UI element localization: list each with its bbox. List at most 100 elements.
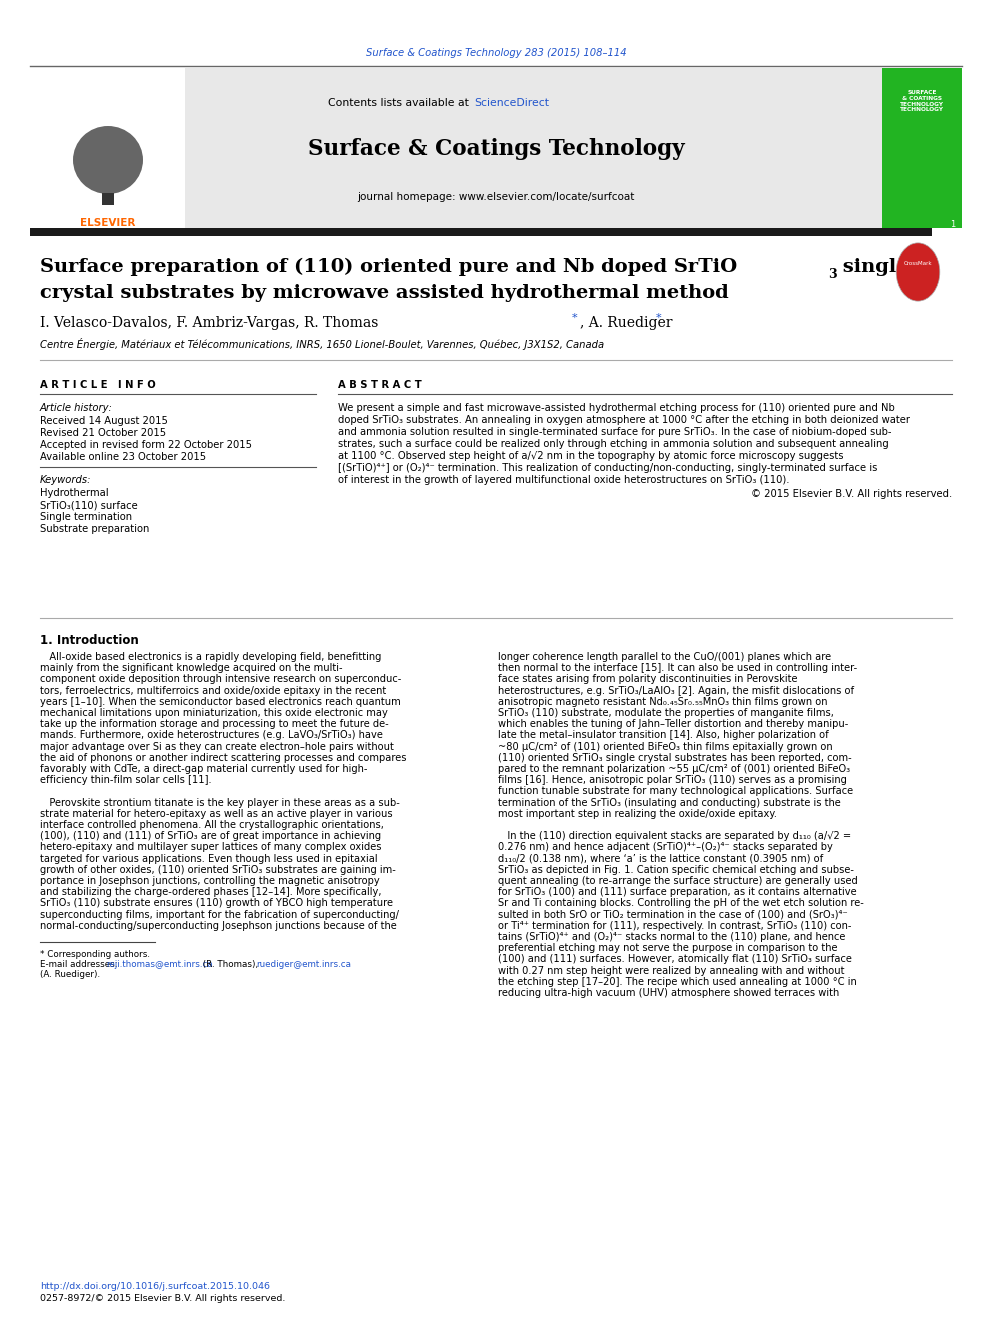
Text: the etching step [17–20]. The recipe which used annealing at 1000 °C in: the etching step [17–20]. The recipe whi… — [498, 976, 857, 987]
Text: major advantage over Si as they can create electron–hole pairs without: major advantage over Si as they can crea… — [40, 742, 394, 751]
Text: films [16]. Hence, anisotropic polar SrTiO₃ (110) serves as a promising: films [16]. Hence, anisotropic polar SrT… — [498, 775, 847, 785]
Ellipse shape — [73, 126, 143, 194]
Text: tors, ferroelectrics, multiferroics and oxide/oxide epitaxy in the recent: tors, ferroelectrics, multiferroics and … — [40, 685, 386, 696]
Text: Surface & Coatings Technology: Surface & Coatings Technology — [308, 138, 684, 160]
Text: mands. Furthermore, oxide heterostructures (e.g. LaVO₃/SrTiO₃) have: mands. Furthermore, oxide heterostructur… — [40, 730, 383, 741]
Text: A B S T R A C T: A B S T R A C T — [338, 380, 422, 390]
Text: Substrate preparation: Substrate preparation — [40, 524, 150, 534]
Text: function tunable substrate for many technological applications. Surface: function tunable substrate for many tech… — [498, 786, 853, 796]
Text: Accepted in revised form 22 October 2015: Accepted in revised form 22 October 2015 — [40, 441, 252, 450]
Text: mechanical limitations upon miniaturization, this oxide electronic may: mechanical limitations upon miniaturizat… — [40, 708, 388, 718]
Text: ELSEVIER: ELSEVIER — [80, 218, 136, 228]
Text: SrTiO₃(110) surface: SrTiO₃(110) surface — [40, 500, 138, 509]
Text: All-oxide based electronics is a rapidly developing field, benefitting: All-oxide based electronics is a rapidly… — [40, 652, 381, 662]
Text: tains (SrTiO)⁴⁺ and (O₂)⁴⁻ stacks normal to the (110) plane, and hence: tains (SrTiO)⁴⁺ and (O₂)⁴⁻ stacks normal… — [498, 931, 845, 942]
Text: of interest in the growth of layered multifunctional oxide heterostructures on S: of interest in the growth of layered mul… — [338, 475, 790, 486]
Text: I. Velasco-Davalos, F. Ambriz-Vargas, R. Thomas: I. Velasco-Davalos, F. Ambriz-Vargas, R.… — [40, 316, 383, 329]
Text: (100), (110) and (111) of SrTiO₃ are of great importance in achieving: (100), (110) and (111) of SrTiO₃ are of … — [40, 831, 381, 841]
Text: *: * — [572, 314, 577, 323]
Text: anisotropic magneto resistant Nd₀.₄₅Sr₀.₅₅MnO₃ thin films grown on: anisotropic magneto resistant Nd₀.₄₅Sr₀.… — [498, 697, 827, 706]
Text: face states arising from polarity discontinuities in Perovskite: face states arising from polarity discon… — [498, 675, 798, 684]
Text: (100) and (111) surfaces. However, atomically flat (110) SrTiO₃ surface: (100) and (111) surfaces. However, atomi… — [498, 954, 852, 964]
Text: component oxide deposition through intensive research on superconduc-: component oxide deposition through inten… — [40, 675, 402, 684]
Text: preferential etching may not serve the purpose in comparison to the: preferential etching may not serve the p… — [498, 943, 837, 953]
Text: , A. Ruediger: , A. Ruediger — [580, 316, 677, 329]
Text: at 1100 °C. Observed step height of a/√2 nm in the topography by atomic force mi: at 1100 °C. Observed step height of a/√2… — [338, 451, 843, 460]
Text: pared to the remnant polarization ~55 μC/cm² of (001) oriented BiFeO₃: pared to the remnant polarization ~55 μC… — [498, 763, 850, 774]
Text: for SrTiO₃ (100) and (111) surface preparation, as it contains alternative: for SrTiO₃ (100) and (111) surface prepa… — [498, 888, 857, 897]
Text: termination of the SrTiO₃ (insulating and conducting) substrate is the: termination of the SrTiO₃ (insulating an… — [498, 798, 841, 807]
Text: 3: 3 — [828, 269, 836, 280]
Text: sulted in both SrO or TiO₂ termination in the case of (100) and (SrO₃)⁴⁻: sulted in both SrO or TiO₂ termination i… — [498, 910, 848, 919]
Text: doped SrTiO₃ substrates. An annealing in oxygen atmosphere at 1000 °C after the : doped SrTiO₃ substrates. An annealing in… — [338, 415, 910, 425]
Text: interface controlled phenomena. All the crystallographic orientations,: interface controlled phenomena. All the … — [40, 820, 384, 830]
Text: the aid of phonons or another indirect scattering processes and compares: the aid of phonons or another indirect s… — [40, 753, 407, 763]
Text: portance in Josephson junctions, controlling the magnetic anisotropy: portance in Josephson junctions, control… — [40, 876, 380, 886]
Text: and ammonia solution resulted in single-terminated surface for pure SrTiO₃. In t: and ammonia solution resulted in single-… — [338, 427, 892, 437]
Text: 0.276 nm) and hence adjacent (SrTiO)⁴⁺–(O₂)⁴⁻ stacks separated by: 0.276 nm) and hence adjacent (SrTiO)⁴⁺–(… — [498, 843, 833, 852]
Text: 1: 1 — [949, 220, 955, 229]
Circle shape — [896, 243, 939, 302]
Text: take up the information storage and processing to meet the future de-: take up the information storage and proc… — [40, 720, 389, 729]
Text: crystal substrates by microwave assisted hydrothermal method: crystal substrates by microwave assisted… — [40, 284, 729, 302]
Text: hetero-epitaxy and multilayer super lattices of many complex oxides: hetero-epitaxy and multilayer super latt… — [40, 843, 382, 852]
Text: longer coherence length parallel to the CuO/(001) planes which are: longer coherence length parallel to the … — [498, 652, 831, 662]
Text: strate material for hetero-epitaxy as well as an active player in various: strate material for hetero-epitaxy as we… — [40, 808, 393, 819]
Text: normal-conducting/superconducting Josephson junctions because of the: normal-conducting/superconducting Joseph… — [40, 921, 397, 931]
Text: SrTiO₃ as depicted in Fig. 1. Cation specific chemical etching and subse-: SrTiO₃ as depicted in Fig. 1. Cation spe… — [498, 865, 854, 875]
Text: * Corresponding authors.: * Corresponding authors. — [40, 950, 150, 959]
Text: Hydrothermal: Hydrothermal — [40, 488, 109, 497]
Text: 1. Introduction: 1. Introduction — [40, 634, 139, 647]
Text: which enables the tuning of Jahn–Teller distortion and thereby manipu-: which enables the tuning of Jahn–Teller … — [498, 720, 848, 729]
Text: Revised 21 October 2015: Revised 21 October 2015 — [40, 429, 166, 438]
Text: E-mail addresses:: E-mail addresses: — [40, 960, 120, 968]
Text: favorably with CdTe, a direct-gap material currently used for high-: favorably with CdTe, a direct-gap materi… — [40, 763, 367, 774]
Text: 0257-8972/© 2015 Elsevier B.V. All rights reserved.: 0257-8972/© 2015 Elsevier B.V. All right… — [40, 1294, 286, 1303]
Text: [(SrTiO)⁴⁺] or (O₂)⁴⁻ termination. This realization of conducting/non-conducting: [(SrTiO)⁴⁺] or (O₂)⁴⁻ termination. This … — [338, 463, 877, 474]
Text: and stabilizing the charge-ordered phases [12–14]. More specifically,: and stabilizing the charge-ordered phase… — [40, 888, 382, 897]
Bar — [882, 67, 962, 228]
Bar — [30, 67, 185, 228]
Text: In the (110) direction equivalent stacks are separated by d₁₁₀ (a/√2 =: In the (110) direction equivalent stacks… — [498, 831, 851, 841]
Text: SrTiO₃ (110) substrate, modulate the properties of manganite films,: SrTiO₃ (110) substrate, modulate the pro… — [498, 708, 834, 718]
Text: Received 14 August 2015: Received 14 August 2015 — [40, 415, 168, 426]
Text: or Ti⁴⁺ termination for (111), respectively. In contrast, SrTiO₃ (110) con-: or Ti⁴⁺ termination for (111), respectiv… — [498, 921, 851, 931]
Text: then normal to the interface [15]. It can also be used in controlling inter-: then normal to the interface [15]. It ca… — [498, 663, 857, 673]
Text: Surface preparation of (110) oriented pure and Nb doped SrTiO: Surface preparation of (110) oriented pu… — [40, 258, 737, 277]
Text: http://dx.doi.org/10.1016/j.surfcoat.2015.10.046: http://dx.doi.org/10.1016/j.surfcoat.201… — [40, 1282, 270, 1291]
Text: most important step in realizing the oxide/oxide epitaxy.: most important step in realizing the oxi… — [498, 808, 777, 819]
Text: single: single — [836, 258, 909, 277]
Text: superconducting films, important for the fabrication of superconducting/: superconducting films, important for the… — [40, 910, 399, 919]
Bar — [185, 67, 882, 228]
Text: ScienceDirect: ScienceDirect — [474, 98, 549, 108]
Text: journal homepage: www.elsevier.com/locate/surfcoat: journal homepage: www.elsevier.com/locat… — [357, 192, 635, 202]
Text: with 0.27 nm step height were realized by annealing with and without: with 0.27 nm step height were realized b… — [498, 966, 844, 975]
Text: quent annealing (to re-arrange the surface structure) are generally used: quent annealing (to re-arrange the surfa… — [498, 876, 858, 886]
Text: growth of other oxides, (110) oriented SrTiO₃ substrates are gaining im-: growth of other oxides, (110) oriented S… — [40, 865, 396, 875]
Bar — [102, 193, 114, 205]
Text: reji.thomas@emt.inrs.ca: reji.thomas@emt.inrs.ca — [106, 960, 212, 968]
Text: efficiency thin-film solar cells [11].: efficiency thin-film solar cells [11]. — [40, 775, 211, 785]
Text: ruediger@emt.inrs.ca: ruediger@emt.inrs.ca — [256, 960, 351, 968]
Text: d₁₁₀/2 (0.138 nm), where ‘a’ is the lattice constant (0.3905 nm) of: d₁₁₀/2 (0.138 nm), where ‘a’ is the latt… — [498, 853, 823, 864]
Text: *: * — [656, 314, 662, 323]
Text: mainly from the significant knowledge acquired on the multi-: mainly from the significant knowledge ac… — [40, 663, 342, 673]
Text: We present a simple and fast microwave-assisted hydrothermal etching process for: We present a simple and fast microwave-a… — [338, 404, 895, 413]
Text: strates, such a surface could be realized only through etching in ammonia soluti: strates, such a surface could be realize… — [338, 439, 889, 448]
Text: (A. Ruediger).: (A. Ruediger). — [40, 970, 100, 979]
Bar — [30, 228, 932, 235]
Text: Perovskite strontium titanate is the key player in these areas as a sub-: Perovskite strontium titanate is the key… — [40, 798, 400, 807]
Text: (110) oriented SrTiO₃ single crystal substrates has been reported, com-: (110) oriented SrTiO₃ single crystal sub… — [498, 753, 852, 763]
Text: late the metal–insulator transition [14]. Also, higher polarization of: late the metal–insulator transition [14]… — [498, 730, 828, 741]
Text: Surface & Coatings Technology 283 (2015) 108–114: Surface & Coatings Technology 283 (2015)… — [366, 48, 626, 58]
Text: A R T I C L E   I N F O: A R T I C L E I N F O — [40, 380, 156, 390]
Text: Single termination: Single termination — [40, 512, 132, 523]
Text: SrTiO₃ (110) substrate ensures (110) growth of YBCO high temperature: SrTiO₃ (110) substrate ensures (110) gro… — [40, 898, 393, 909]
Text: Centre Énergie, Matériaux et Télécommunications, INRS, 1650 Lionel-Boulet, Varen: Centre Énergie, Matériaux et Télécommuni… — [40, 337, 604, 351]
Text: CrossMark: CrossMark — [904, 262, 932, 266]
Text: Article history:: Article history: — [40, 404, 113, 413]
Text: heterostructures, e.g. SrTiO₃/LaAlO₃ [2]. Again, the misfit dislocations of: heterostructures, e.g. SrTiO₃/LaAlO₃ [2]… — [498, 685, 854, 696]
Text: SURFACE
& COATINGS
TECHNOLOGY
TECHNOLOGY: SURFACE & COATINGS TECHNOLOGY TECHNOLOGY — [900, 90, 944, 112]
Text: Sr and Ti containing blocks. Controlling the pH of the wet etch solution re-: Sr and Ti containing blocks. Controlling… — [498, 898, 864, 909]
Text: reducing ultra-high vacuum (UHV) atmosphere showed terraces with: reducing ultra-high vacuum (UHV) atmosph… — [498, 988, 839, 998]
